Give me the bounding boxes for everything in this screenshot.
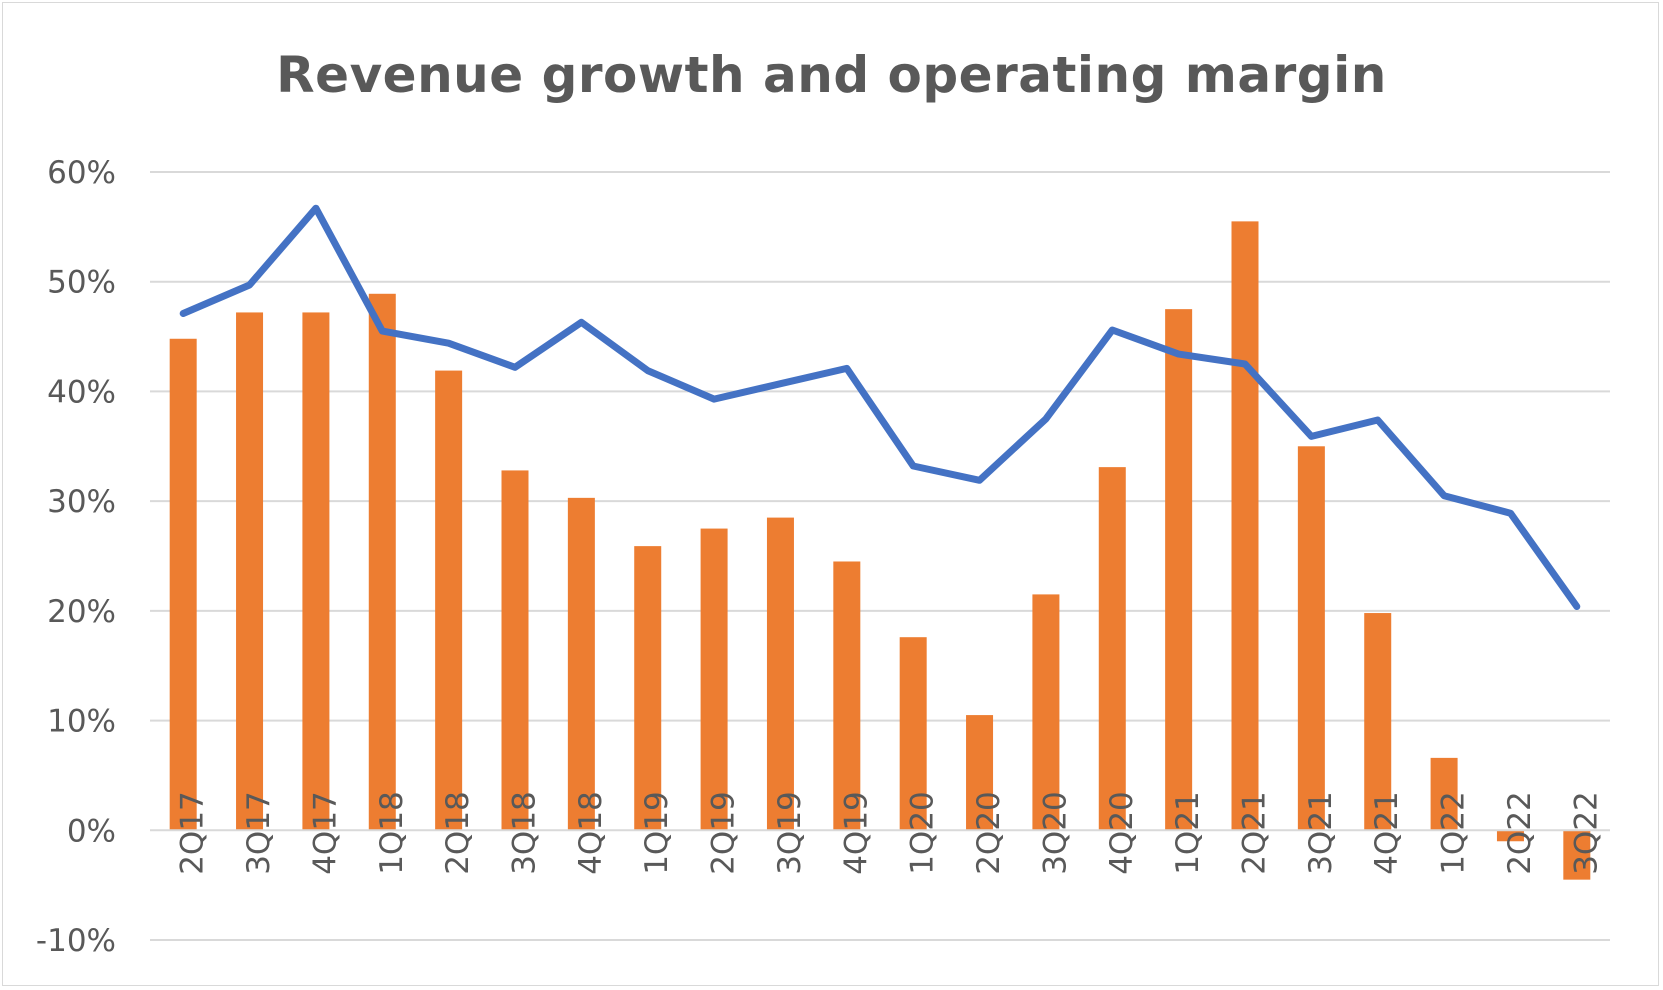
bar bbox=[1563, 830, 1591, 880]
series-line bbox=[179, 204, 1581, 610]
bar bbox=[966, 715, 994, 831]
x-tick-label: 2Q22 bbox=[1502, 791, 1538, 875]
x-tick-label: 4Q20 bbox=[1104, 791, 1140, 875]
x-tick-label: 4Q18 bbox=[573, 791, 609, 875]
x-tick-label: 2Q17 bbox=[175, 791, 211, 875]
x-tick-label: 3Q19 bbox=[772, 791, 808, 875]
x-tick-label: 3Q18 bbox=[507, 791, 543, 875]
chart-title: Revenue growth and operating margin bbox=[276, 46, 1387, 104]
y-axis-ticks: 60% 50% 40% 30% 20% 10% 0% -10% bbox=[36, 155, 116, 959]
y-tick-label: 30% bbox=[47, 484, 116, 520]
x-tick-label: 1Q21 bbox=[1170, 791, 1206, 875]
y-tick-label: 20% bbox=[47, 594, 116, 630]
x-tick-label: 3Q20 bbox=[1037, 791, 1073, 875]
x-tick-label: 2Q19 bbox=[706, 791, 742, 875]
x-tick-label: 4Q19 bbox=[838, 791, 874, 875]
x-tick-label: 1Q22 bbox=[1436, 791, 1472, 875]
y-tick-label: 40% bbox=[47, 374, 116, 410]
bar bbox=[1297, 446, 1325, 831]
bar bbox=[1165, 309, 1193, 831]
bar bbox=[634, 546, 662, 831]
bar bbox=[1364, 613, 1392, 831]
x-tick-label: 4Q17 bbox=[307, 791, 343, 875]
x-tick-label: 1Q20 bbox=[905, 791, 941, 875]
bar bbox=[169, 338, 197, 831]
bar bbox=[1430, 757, 1458, 831]
bar bbox=[766, 517, 794, 831]
x-tick-label: 2Q20 bbox=[971, 791, 1007, 875]
bar bbox=[1496, 830, 1524, 842]
bar bbox=[236, 312, 264, 831]
line-series bbox=[179, 204, 1581, 610]
bar bbox=[302, 312, 330, 831]
bar-series bbox=[169, 221, 1591, 880]
y-tick-label: 10% bbox=[47, 704, 116, 740]
x-tick-label: 2Q18 bbox=[440, 791, 476, 875]
bar bbox=[700, 528, 728, 831]
y-tick-label: 0% bbox=[67, 813, 116, 849]
bar bbox=[1231, 221, 1259, 831]
bar bbox=[567, 497, 595, 831]
x-tick-label: 3Q21 bbox=[1303, 791, 1339, 875]
bar bbox=[1032, 594, 1060, 831]
x-tick-label: 1Q19 bbox=[639, 791, 675, 875]
y-tick-label: 60% bbox=[47, 155, 116, 191]
bar bbox=[501, 470, 529, 831]
bar bbox=[435, 370, 463, 831]
x-axis-ticks: 2Q17 3Q17 4Q17 1Q18 2Q18 3Q18 4Q18 1Q19 2Q19 3Q19… bbox=[175, 791, 1605, 875]
x-tick-label: 2Q21 bbox=[1237, 791, 1273, 875]
y-tick-label: 50% bbox=[47, 265, 116, 301]
bar bbox=[899, 637, 927, 831]
bar bbox=[1098, 467, 1126, 831]
x-tick-label: 3Q22 bbox=[1568, 791, 1604, 875]
x-tick-label: 1Q18 bbox=[374, 791, 410, 875]
x-tick-label: 4Q21 bbox=[1369, 791, 1405, 875]
x-tick-label: 3Q17 bbox=[241, 791, 277, 875]
y-tick-label: -10% bbox=[36, 923, 116, 959]
bar bbox=[368, 293, 396, 831]
bar bbox=[833, 561, 861, 831]
